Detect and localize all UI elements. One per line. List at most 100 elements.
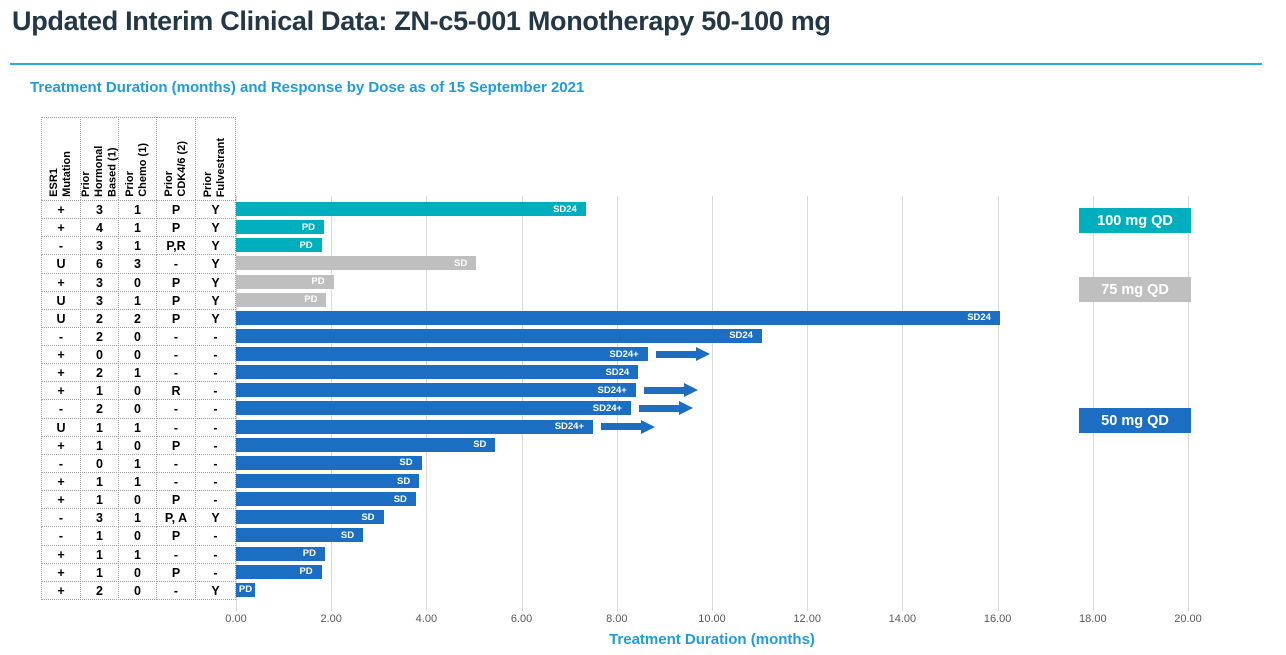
table-cell-cdk46: P <box>156 290 196 310</box>
table-cell-fulv: - <box>195 417 236 437</box>
table-cell-esr1: U <box>41 308 81 328</box>
table-cell-chemo: 0 <box>118 580 157 600</box>
table-cell-chemo: 0 <box>118 490 157 510</box>
table-cell-chemo: 0 <box>118 562 157 582</box>
arrow-head <box>683 383 698 398</box>
duration-bar: SD24+ <box>236 347 648 362</box>
table-cell-esr1: + <box>41 381 81 401</box>
table-cell-hormonal: 4 <box>80 218 119 238</box>
table-cell-cdk46: - <box>156 326 196 347</box>
table-header-label: Prior CDK4/6 (2) <box>162 141 188 197</box>
response-label: SD24 <box>605 366 630 378</box>
table-cell-fulv: Y <box>195 308 236 328</box>
x-tick-label: 6.00 <box>510 613 533 625</box>
legend-50-mg-qd: 50 mg QD <box>1079 408 1191 433</box>
table-cell-esr1: U <box>41 417 81 437</box>
table-cell-chemo: 0 <box>118 326 157 347</box>
table-header-label: Prior Hormonal Based (1) <box>80 145 119 197</box>
gridline <box>712 196 713 611</box>
table-cell-chemo: 0 <box>118 399 157 419</box>
table-cell-chemo: 1 <box>118 544 157 564</box>
table-cell-cdk46: P <box>156 218 196 238</box>
table-cell-fulv: Y <box>195 218 236 238</box>
gridline <box>1092 196 1094 611</box>
duration-bar: SD <box>236 510 384 525</box>
response-label: SD <box>340 529 355 541</box>
table-cell-fulv: - <box>195 472 236 492</box>
table-cell-hormonal: 1 <box>80 490 119 510</box>
table-cell-fulv: Y <box>195 236 236 256</box>
table-cell-cdk46: P <box>156 526 196 546</box>
table-cell-hormonal: 1 <box>80 472 119 492</box>
duration-bar: SD <box>236 455 422 470</box>
table-cell-chemo: 0 <box>118 435 157 455</box>
response-label: SD24 <box>729 330 753 342</box>
table-cell-esr1: - <box>41 508 81 528</box>
duration-bar: SD24+ <box>236 383 636 398</box>
table-cell-hormonal: 3 <box>80 508 119 528</box>
table-cell-fulv: - <box>195 562 236 582</box>
table-cell-cdk46: - <box>156 399 196 419</box>
table-cell-cdk46: P <box>156 490 196 510</box>
table-cell-fulv: - <box>195 326 236 347</box>
table-header-cell: ESR1 Mutation <box>41 117 81 200</box>
table-cell-hormonal: 1 <box>80 417 119 437</box>
table-cell-chemo: 0 <box>118 526 157 546</box>
table-cell-hormonal: 3 <box>80 290 119 310</box>
page-title: Updated Interim Clinical Data: ZN-c5-001… <box>12 6 831 36</box>
duration-bar: PD <box>236 220 325 235</box>
table-header-label: Prior Fulvestrant <box>202 137 228 197</box>
table-cell-fulv: - <box>195 544 236 564</box>
table-cell-fulv: - <box>195 453 236 474</box>
x-tick-label: 2.00 <box>320 613 342 625</box>
duration-bar: SD24 <box>236 310 1000 325</box>
table-cell-hormonal: 3 <box>80 236 119 256</box>
table-cell-esr1: + <box>41 472 81 492</box>
response-label: SD <box>393 493 407 505</box>
table-header-cell: Prior Chemo (1) <box>118 117 157 200</box>
legend-75-mg-qd: 75 mg QD <box>1079 277 1191 302</box>
table-cell-cdk46: - <box>156 417 196 437</box>
table-cell-fulv: - <box>195 381 236 401</box>
table-cell-cdk46: - <box>156 544 196 564</box>
table-cell-esr1: - <box>41 326 81 347</box>
table-cell-fulv: - <box>195 345 236 365</box>
table-header-cell: Prior Fulvestrant <box>195 117 236 200</box>
response-label: SD24 <box>553 203 577 215</box>
table-cell-hormonal: 1 <box>80 381 119 401</box>
duration-bar: SD24 <box>236 202 586 216</box>
x-tick-label: 12.00 <box>793 613 821 625</box>
table-cell-cdk46: P <box>156 200 196 220</box>
table-cell-cdk46: P <box>156 562 196 582</box>
table-cell-fulv: Y <box>195 272 236 292</box>
response-label: SD24+ <box>597 384 627 396</box>
duration-bar: PD <box>236 292 327 307</box>
duration-bar: SD24 <box>236 328 762 343</box>
response-label: PD <box>304 294 318 306</box>
table-cell-chemo: 1 <box>118 363 157 383</box>
table-cell-cdk46: P, A <box>156 508 196 528</box>
arrow-body <box>639 404 680 412</box>
response-label: SD24+ <box>554 421 584 433</box>
table-cell-esr1: + <box>41 544 81 564</box>
table-cell-fulv: - <box>195 526 236 546</box>
legend-100-mg-qd: 100 mg QD <box>1079 208 1191 233</box>
table-cell-hormonal: 2 <box>80 326 119 347</box>
duration-bar: SD <box>236 492 416 507</box>
ongoing-arrow-icon <box>643 383 698 398</box>
table-cell-esr1: + <box>41 272 81 292</box>
arrow-body <box>655 350 696 358</box>
response-label: SD24 <box>967 312 991 324</box>
duration-bar: PD <box>236 238 322 253</box>
response-label: SD <box>473 439 487 451</box>
table-cell-chemo: 1 <box>118 236 157 256</box>
arrow-body <box>643 386 684 394</box>
table-cell-hormonal: 2 <box>80 580 119 600</box>
table-cell-esr1: + <box>41 435 81 455</box>
table-header-label: Prior Chemo (1) <box>124 143 150 197</box>
response-label: PD <box>311 276 325 288</box>
duration-bar: SD24+ <box>236 419 593 434</box>
response-label: SD <box>399 457 413 469</box>
table-cell-esr1: + <box>41 562 81 582</box>
table-cell-esr1: + <box>41 490 81 510</box>
